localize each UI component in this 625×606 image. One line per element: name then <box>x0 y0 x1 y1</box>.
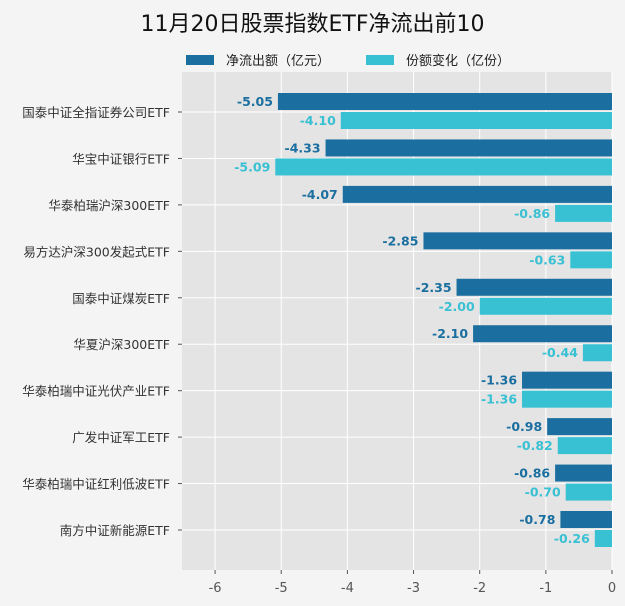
bar-net-outflow <box>560 511 612 528</box>
x-tick-label: -1 <box>539 581 552 596</box>
data-label: -4.10 <box>300 113 336 128</box>
category-label: 华泰柏瑞中证光伏产业ETF <box>22 384 170 399</box>
bar-net-outflow <box>547 418 612 436</box>
data-label: -2.35 <box>416 280 452 295</box>
legend-swatch <box>366 54 394 65</box>
data-label: -0.44 <box>542 345 578 360</box>
bar-share-change <box>594 530 612 547</box>
bar-net-outflow <box>342 185 612 203</box>
data-label: -5.09 <box>234 159 270 174</box>
category-label: 广发中证军工ETF <box>72 430 170 445</box>
bar-net-outflow <box>473 325 612 343</box>
legend-label: 份额变化（亿份） <box>406 54 511 69</box>
bar-share-change <box>582 344 612 362</box>
bar-share-change <box>555 204 612 222</box>
x-tick-label: -4 <box>341 581 354 596</box>
bar-net-outflow <box>325 139 612 157</box>
bar-share-change <box>340 112 612 129</box>
bar-net-outflow <box>555 464 612 482</box>
data-label: -2.10 <box>432 326 468 341</box>
data-label: -0.63 <box>529 252 565 267</box>
bar-share-change <box>570 251 612 269</box>
data-label: -0.26 <box>554 531 590 546</box>
x-tick-label: -3 <box>407 581 420 596</box>
category-label: 国泰中证煤炭ETF <box>72 291 170 306</box>
data-label: -4.33 <box>285 140 321 155</box>
legend-item-net-outflow: 净流出额（亿元） <box>186 50 330 69</box>
bar-share-change <box>557 437 612 455</box>
category-label: 华宝中证银行ETF <box>72 151 170 166</box>
x-tick-label: -6 <box>209 581 222 596</box>
legend-item-share-change: 份额变化（亿份） <box>366 50 510 69</box>
category-label: 南方中证新能源ETF <box>60 523 170 538</box>
legend-swatch <box>186 54 214 65</box>
data-label: -0.98 <box>506 419 542 434</box>
data-label: -0.86 <box>514 206 550 221</box>
legend-label: 净流出额（亿元） <box>226 54 331 69</box>
data-label: -2.85 <box>382 233 418 248</box>
chart-title: 11月20日股票指数ETF净流出前10 <box>140 12 485 37</box>
category-label: 国泰中证全指证券公司ETF <box>22 105 170 120</box>
data-label: -1.36 <box>481 392 517 407</box>
x-tick-label: -2 <box>473 581 486 596</box>
data-label: -0.86 <box>514 466 550 481</box>
bar-share-change <box>565 483 612 501</box>
data-label: -0.78 <box>519 512 555 527</box>
category-label: 华泰柏瑞沪深300ETF <box>48 198 170 213</box>
bar-net-outflow <box>277 93 612 110</box>
category-label: 易方达沪深300发起式ETF <box>23 244 170 259</box>
bar-net-outflow <box>456 278 612 296</box>
category-label: 华夏沪深300ETF <box>73 337 170 352</box>
x-tick-label: 0 <box>608 581 616 596</box>
data-label: -5.05 <box>237 94 273 109</box>
bar-share-change <box>522 390 612 408</box>
data-label: -0.70 <box>525 485 561 500</box>
category-label: 华泰柏瑞中证红利低波ETF <box>22 477 170 492</box>
bar-net-outflow <box>522 371 612 389</box>
x-tick-label: -5 <box>275 581 288 596</box>
bar-net-outflow <box>423 232 612 250</box>
bar-share-change <box>479 297 612 315</box>
data-label: -4.07 <box>302 187 338 202</box>
data-label: -0.82 <box>517 438 553 453</box>
bar-share-change <box>275 158 612 176</box>
data-label: -1.36 <box>481 373 517 388</box>
data-label: -2.00 <box>439 299 475 314</box>
